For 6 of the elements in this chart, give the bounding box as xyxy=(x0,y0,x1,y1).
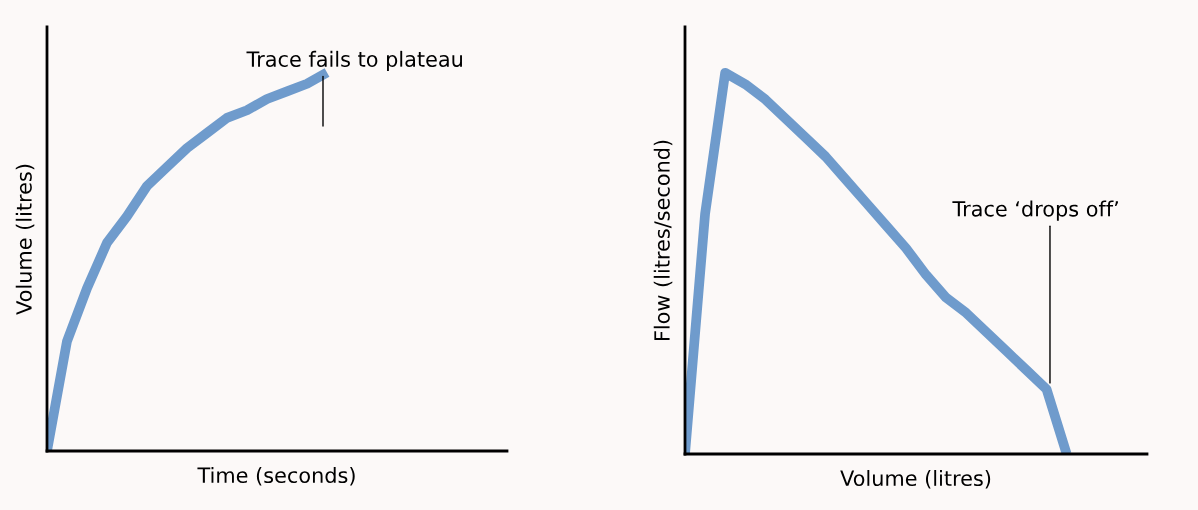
y-axis-title: Volume (litres) xyxy=(15,164,35,315)
x-axis-title: Time (seconds) xyxy=(197,466,355,486)
text: Trace fails to plateau xyxy=(246,50,462,71)
annotation: Trace ‘drops off’ xyxy=(952,200,1118,221)
y-axis-title: Flow (litres/second) xyxy=(653,140,673,341)
x-axis-title: Volume (litres) xyxy=(840,469,991,489)
